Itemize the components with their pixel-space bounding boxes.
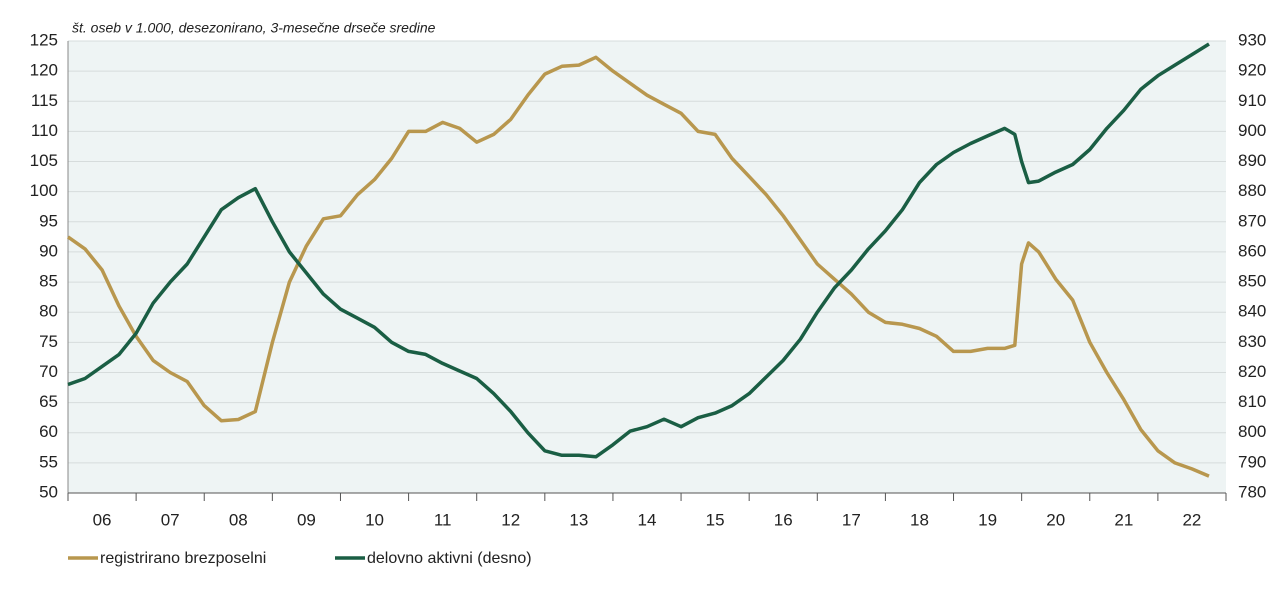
- x-tick-label: 14: [638, 510, 657, 529]
- x-tick-label: 22: [1182, 510, 1201, 529]
- y-tick-label: 95: [39, 211, 58, 230]
- x-tick-label: 06: [93, 510, 112, 529]
- x-tick-label: 17: [842, 510, 861, 529]
- x-tick-label: 12: [501, 510, 520, 529]
- x-tick-label: 08: [229, 510, 248, 529]
- legend-label: delovno aktivni (desno): [367, 550, 532, 567]
- y-tick-label: 110: [31, 121, 58, 140]
- y-tick-label: 55: [39, 452, 58, 471]
- x-tick-label: 16: [774, 510, 793, 529]
- y2-tick-label: 790: [1238, 452, 1266, 471]
- y-tick-label: 125: [30, 30, 58, 49]
- legend-label: registrirano brezposelni: [100, 550, 266, 567]
- y2-tick-label: 930: [1238, 30, 1266, 49]
- x-tick-label: 18: [910, 510, 929, 529]
- y2-tick-label: 860: [1238, 241, 1266, 260]
- y2-tick-label: 900: [1238, 121, 1266, 140]
- y2-tick-label: 870: [1238, 211, 1266, 230]
- series-line: [67, 42, 1210, 459]
- y-tick-label: 70: [39, 362, 58, 381]
- x-tick-label: 21: [1114, 510, 1133, 529]
- y2-tick-label: 890: [1238, 151, 1266, 170]
- y2-tick-label: 810: [1238, 392, 1266, 411]
- y-tick-label: 115: [31, 91, 58, 110]
- y2-tick-label: 830: [1238, 332, 1266, 351]
- x-tick-label: 15: [706, 510, 725, 529]
- y2-tick-label: 920: [1238, 61, 1266, 80]
- y2-tick-label: 840: [1238, 302, 1266, 321]
- y-tick-label: 50: [39, 482, 58, 501]
- plot-area: [68, 41, 1226, 493]
- y-tick-label: 65: [39, 392, 58, 411]
- y-tick-label: 90: [39, 241, 58, 260]
- y2-tick-label: 850: [1238, 272, 1266, 291]
- x-tick-label: 13: [569, 510, 588, 529]
- y-tick-label: 60: [39, 422, 58, 441]
- x-tick-label: 19: [978, 510, 997, 529]
- y-tick-label: 105: [30, 151, 58, 170]
- y2-tick-label: 800: [1238, 422, 1266, 441]
- y-tick-label: 85: [39, 272, 58, 291]
- annotation: št. oseb v 1.000, desezonirano, 3-mesečn…: [72, 20, 436, 36]
- y-tick-label: 80: [39, 302, 58, 321]
- y-tick-label: 120: [30, 61, 58, 80]
- series-line: [66, 55, 1210, 478]
- x-tick-label: 09: [297, 510, 316, 529]
- x-tick-label: 10: [365, 510, 384, 529]
- y2-tick-label: 780: [1238, 482, 1266, 501]
- x-tick-label: 11: [434, 510, 452, 529]
- y2-tick-label: 880: [1238, 181, 1266, 200]
- x-tick-label: 07: [161, 510, 180, 529]
- y2-tick-label: 910: [1238, 91, 1266, 110]
- y2-tick-label: 820: [1238, 362, 1266, 381]
- y-tick-label: 100: [30, 181, 58, 200]
- x-tick-label: 20: [1046, 510, 1065, 529]
- y-tick-label: 75: [39, 332, 58, 351]
